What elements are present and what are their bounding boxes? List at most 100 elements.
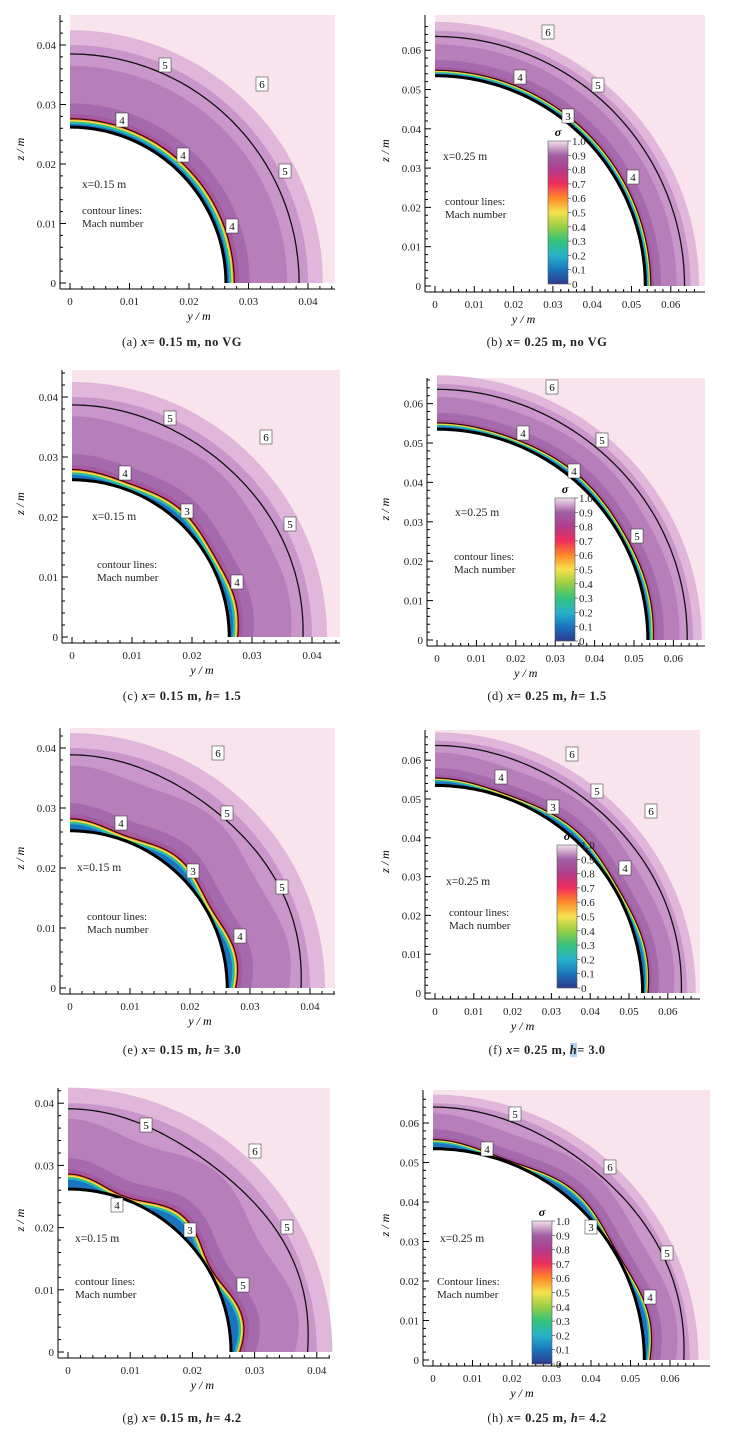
y-tick-label: 0.02 xyxy=(37,159,56,171)
x-axis-label: y / m xyxy=(187,1014,212,1028)
contour-label: 5 xyxy=(162,60,168,72)
contour-label-box xyxy=(626,169,640,185)
caption-hval: = 1.5 xyxy=(212,689,242,703)
panel-d: 0 0 0.01 0.01 0.02 0.02 0.03 0.03 0.04 0.04 0.05 0.… xyxy=(365,360,729,720)
contour-label: 6 xyxy=(545,27,551,39)
y-tick-label: 0.03 xyxy=(402,163,422,175)
contour-label: 5 xyxy=(287,519,293,531)
y-tick-label: 0.04 xyxy=(37,40,57,52)
y-axis-label: z / m xyxy=(378,850,392,874)
x-axis-label: y / m xyxy=(190,1378,215,1392)
y-tick-label: 0.04 xyxy=(35,1098,55,1110)
contour-label: 3 xyxy=(588,1222,594,1234)
colorbar xyxy=(556,844,578,989)
x-tick-label: 0.02 xyxy=(503,1006,522,1018)
contour-label-box xyxy=(275,879,289,895)
y-tick-label: 0 xyxy=(414,1355,420,1367)
mach-contour-4 xyxy=(437,422,654,641)
mach-contour-4 xyxy=(434,69,652,287)
contour-label: 4 xyxy=(114,1200,120,1212)
mach-contour-5 xyxy=(434,35,686,287)
caption-h: (h) x= 0.25 m, h= 4.2 xyxy=(365,1411,729,1426)
colorbar-tick-label: 0.6 xyxy=(579,550,593,562)
contour-label: 5 xyxy=(512,1109,518,1121)
wall-line xyxy=(70,125,228,283)
y-tick-label: 0.04 xyxy=(37,743,57,755)
panel-c: 0 0 0.01 0.01 0.02 0.02 0.03 0.03 0.04 0.04 y / m z… xyxy=(0,360,364,720)
colorbar-tick-label: 0.5 xyxy=(556,1288,570,1300)
x-tick-label: 0.04 xyxy=(300,1001,320,1013)
y-tick-label: 0.05 xyxy=(404,438,424,450)
contour-label: 3 xyxy=(187,1225,193,1237)
y-tick-label: 0.03 xyxy=(35,1160,55,1172)
contour-label-box xyxy=(115,112,129,128)
y-tick-label: 0.05 xyxy=(402,794,422,806)
mach-number-label: Mach number xyxy=(454,564,516,576)
contour-label-box xyxy=(259,429,273,445)
mach-contour-4 xyxy=(70,118,235,283)
x-tick-label: 0.04 xyxy=(581,1373,601,1385)
contour-label: 5 xyxy=(594,786,600,798)
contour-label-box xyxy=(643,1289,657,1305)
y-tick-label: 0 xyxy=(51,278,57,290)
caption-h: h xyxy=(205,1043,213,1057)
y-tick-label: 0.02 xyxy=(402,910,421,922)
caption-h: h xyxy=(205,689,213,703)
colorbar-tick-label: 0.7 xyxy=(579,536,593,548)
colorbar-tick-label: 0.7 xyxy=(556,1259,570,1271)
x-tick-label: 0.04 xyxy=(298,296,318,308)
y-tick-label: 0.05 xyxy=(402,85,422,97)
y-tick-label: 0.03 xyxy=(402,872,422,884)
caption-prefix: (b) xyxy=(486,335,503,349)
mach-contour-5 xyxy=(69,53,300,284)
contour-label-box xyxy=(255,76,269,92)
contour-label-box xyxy=(236,1277,250,1293)
colorbar xyxy=(531,1220,553,1365)
wall-line xyxy=(434,74,647,287)
x-tick-label: 0.05 xyxy=(622,299,642,311)
colorbar-tick-label: 0.8 xyxy=(572,165,586,177)
y-tick-label: 0.03 xyxy=(400,1237,420,1249)
contour-label-box xyxy=(480,1141,494,1157)
contour-label: 4 xyxy=(180,150,186,162)
colorbar-tick-label: 0.3 xyxy=(581,940,595,952)
panel-b: 0 0 0.01 0.01 0.02 0.02 0.03 0.03 0.04 0.04 0.05 0.… xyxy=(365,0,729,360)
x-tick-label: 0.04 xyxy=(307,1365,327,1377)
x-tick-label: 0.01 xyxy=(464,1006,483,1018)
caption-d: (d) x= 0.25 m, h= 1.5 xyxy=(365,689,729,704)
colorbar xyxy=(547,140,569,285)
colorbar-tick-label: 0.2 xyxy=(581,954,595,966)
caption-x: x xyxy=(141,689,149,703)
caption-hval: = 4.2 xyxy=(578,1411,607,1425)
y-axis-label: z / m xyxy=(378,1213,392,1237)
station-label: x=0.25 m xyxy=(443,151,487,163)
station-label: x=0.25 m xyxy=(446,876,490,888)
caption-xval: = 0.15 m, xyxy=(148,1411,203,1425)
x-tick-label: 0.05 xyxy=(621,1373,641,1385)
x-tick-label: 0.01 xyxy=(465,299,484,311)
x-tick-label: 0.01 xyxy=(120,1001,139,1013)
y-tick-label: 0.03 xyxy=(39,452,59,464)
x-tick-label: 0.03 xyxy=(240,1001,260,1013)
contour-label-box xyxy=(278,163,292,179)
x-axis-label: y / m xyxy=(509,1386,534,1400)
caption-h: h xyxy=(205,1411,214,1425)
colorbar-tick-label: 0.6 xyxy=(581,897,595,909)
contour-label: 4 xyxy=(229,221,235,233)
contour-label-box xyxy=(541,24,555,40)
contour-label-box xyxy=(603,1159,617,1175)
contour-label: 5 xyxy=(634,531,640,543)
contour-label: 5 xyxy=(240,1280,246,1292)
contour-label: 4 xyxy=(122,468,128,480)
caption-tail: no VG xyxy=(204,335,243,349)
caption-prefix: (a) xyxy=(121,335,138,349)
colorbar-tick-label: 0.7 xyxy=(572,179,586,191)
plot-f: 000.010.010.020.020.030.030.040.040.050.… xyxy=(378,730,700,1033)
x-tick-label: 0 xyxy=(432,299,438,311)
contour-label-box xyxy=(590,783,604,799)
station-label: x=0.25 m xyxy=(440,1233,484,1245)
caption-hval: = 3.0 xyxy=(212,1043,242,1057)
x-tick-label: 0 xyxy=(434,653,440,665)
x-tick-label: 0.01 xyxy=(467,653,486,665)
body-surface xyxy=(435,75,646,286)
